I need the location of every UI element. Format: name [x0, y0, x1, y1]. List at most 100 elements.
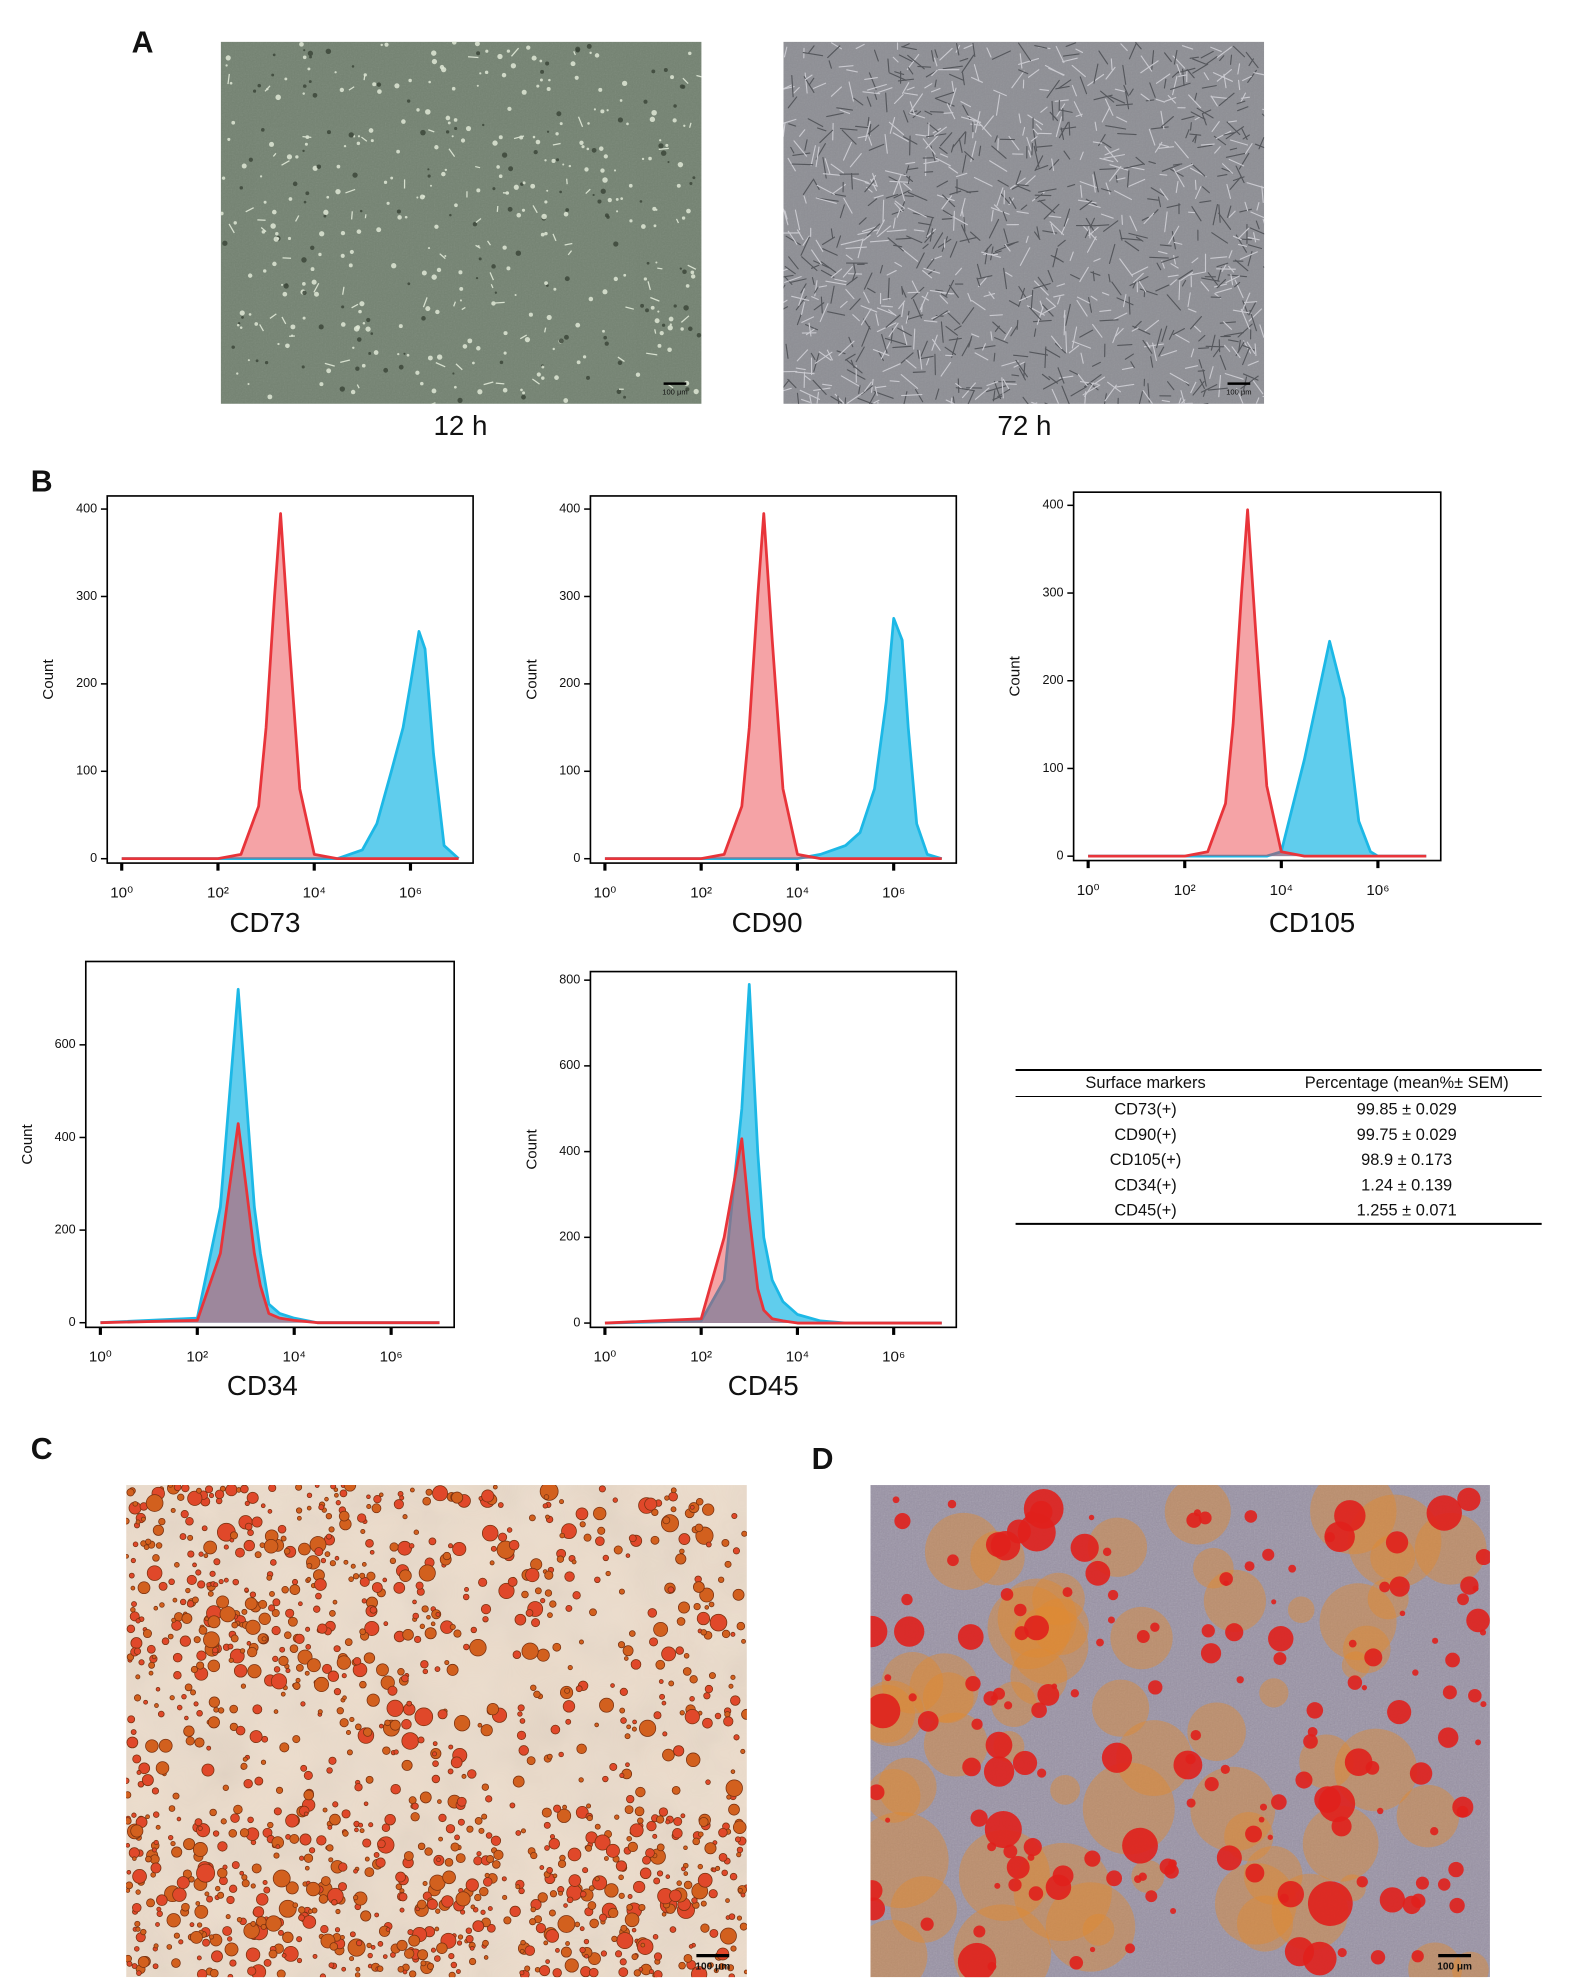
cell: [1240, 92, 1246, 103]
cell: [923, 160, 940, 165]
droplet: [299, 1833, 312, 1846]
nodule: [1089, 1946, 1096, 1953]
droplet: [427, 1962, 435, 1970]
cell: [619, 99, 623, 102]
droplet: [545, 1929, 560, 1943]
droplet: [736, 1915, 743, 1921]
cell: [898, 180, 906, 201]
cell: [845, 288, 855, 300]
droplet: [723, 1716, 734, 1727]
cell: [804, 139, 808, 151]
droplet: [626, 1724, 632, 1730]
cell: [1140, 55, 1153, 72]
droplet: [446, 1663, 459, 1676]
cell: [939, 153, 949, 158]
cell: [1230, 274, 1234, 286]
cell: [857, 229, 879, 236]
droplet: [142, 1629, 152, 1639]
droplet: [705, 1541, 712, 1548]
cell: [785, 235, 801, 246]
cell: [1149, 82, 1156, 98]
cell: [959, 236, 978, 242]
droplet: [626, 1903, 633, 1911]
droplet: [329, 1813, 341, 1826]
nodule: [1245, 1825, 1262, 1843]
cell: [839, 204, 845, 219]
cell: [540, 69, 545, 74]
cell: [649, 116, 656, 123]
cell: [1057, 296, 1061, 305]
cell: [944, 346, 957, 356]
droplet: [534, 1587, 542, 1595]
cell: [1060, 218, 1069, 235]
droplet: [185, 1736, 195, 1746]
cell: [983, 243, 992, 254]
cell: [1087, 73, 1105, 87]
cell: [613, 276, 618, 282]
cell: [1246, 341, 1256, 354]
cell: [657, 267, 663, 270]
cell: [316, 164, 322, 169]
cell: [239, 310, 245, 316]
cell: [340, 253, 345, 258]
stain: [878, 1757, 937, 1817]
cell: [654, 329, 657, 334]
cell: [1156, 328, 1163, 349]
droplet: [450, 1842, 460, 1852]
droplet: [244, 1597, 258, 1611]
cell: [1040, 306, 1056, 315]
cell: [647, 281, 651, 291]
cell: [791, 295, 810, 301]
cell: [1213, 135, 1227, 146]
cell: [1003, 241, 1019, 247]
cell: [932, 310, 948, 321]
cell: [901, 43, 910, 48]
cell: [1238, 339, 1241, 353]
cell: [1104, 145, 1119, 163]
droplet: [721, 1869, 728, 1877]
cell: [1094, 376, 1106, 384]
droplet: [633, 1969, 642, 1977]
droplet: [548, 1909, 556, 1917]
cell: [842, 266, 853, 278]
cell: [783, 274, 794, 278]
cell: [553, 287, 557, 291]
cell: [227, 137, 231, 141]
nodule: [894, 1512, 911, 1530]
cell: [1017, 185, 1031, 192]
cell: [1201, 85, 1217, 89]
cell: [491, 264, 496, 269]
cell: [541, 213, 547, 220]
cell: [894, 202, 903, 212]
cell: [834, 278, 847, 283]
cell: [548, 78, 551, 82]
droplet: [229, 1959, 237, 1967]
nodule: [1475, 1739, 1482, 1746]
nodule: [1288, 1564, 1297, 1573]
droplet: [252, 1704, 263, 1715]
droplet: [383, 1621, 389, 1627]
droplet: [683, 1653, 690, 1659]
cell: [429, 184, 433, 187]
cell: [845, 246, 867, 250]
cell: [894, 261, 903, 267]
cell: [465, 125, 472, 132]
cell: [916, 252, 925, 269]
cell: [1227, 120, 1238, 123]
cell: [288, 197, 293, 201]
droplet: [159, 1602, 165, 1608]
cell: [491, 301, 496, 306]
droplet: [205, 1485, 214, 1494]
cell: [948, 284, 959, 298]
nodule: [1069, 1955, 1084, 1970]
droplet: [201, 1525, 208, 1532]
droplet: [178, 1939, 184, 1945]
droplet: [233, 1804, 243, 1815]
cell: [1138, 391, 1143, 404]
nodule: [1262, 1548, 1275, 1561]
cell: [1110, 58, 1113, 71]
cell: [803, 195, 807, 204]
cell: [1142, 339, 1153, 354]
cell: [1231, 346, 1241, 359]
droplet: [298, 1914, 305, 1922]
